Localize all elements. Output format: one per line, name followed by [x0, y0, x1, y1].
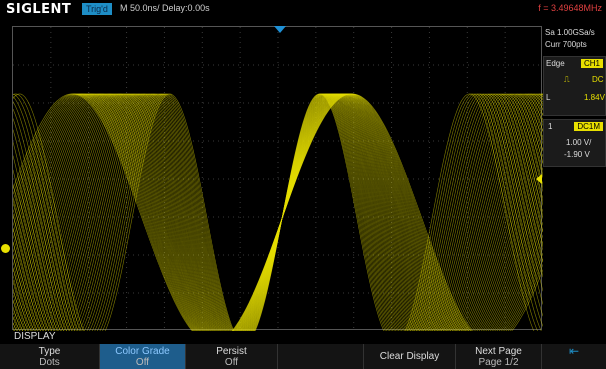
color-grade-softkey[interactable]: Color Grade Off [100, 344, 186, 369]
trigger-coupling: DC [592, 75, 604, 84]
frequency-readout: f = 3.49648MHz [538, 3, 602, 13]
trigger-position-icon[interactable] [274, 26, 286, 33]
timebase-value: M 50.0ns/ [120, 3, 160, 13]
waveform-display[interactable] [12, 26, 543, 331]
trigger-source: CH1 [580, 59, 603, 68]
return-softkey[interactable]: ⇤ [542, 344, 606, 369]
trigger-status-badge: Trig'd [82, 3, 112, 15]
next-page-softkey[interactable]: Next Page Page 1/2 [456, 344, 542, 369]
scope-grid [13, 27, 543, 331]
channel-1-marker-icon[interactable] [1, 244, 10, 253]
channel-coupling: DC1M [574, 122, 603, 131]
current-points: Curr 700pts [545, 40, 587, 49]
trigger-level-value: 1.84V [584, 93, 605, 102]
softkey-bar: Type Dots Color Grade Off Persist Off Cl… [0, 344, 606, 369]
empty-softkey[interactable] [278, 344, 364, 369]
trigger-type: Edge [546, 59, 565, 68]
rising-edge-icon: ⎍ [564, 75, 570, 84]
softkey-label: Next Page [475, 346, 522, 357]
softkey-label: Clear Display [379, 351, 440, 362]
volts-per-div: 1.00 V/ [566, 138, 592, 147]
trigger-level-label: L [546, 93, 551, 102]
channel-offset: -1.90 V [564, 150, 590, 159]
softkey-value: Off [224, 357, 239, 368]
persist-softkey[interactable]: Persist Off [186, 344, 278, 369]
softkey-value: Off [135, 357, 150, 368]
timebase-readout[interactable]: M 50.0ns/ Delay:0.00s [120, 3, 210, 13]
type-softkey[interactable]: Type Dots [0, 344, 100, 369]
top-status-bar: SIGLENT Trig'd M 50.0ns/ Delay:0.00s f =… [0, 0, 606, 18]
menu-title: DISPLAY [14, 331, 56, 342]
trigger-info-box[interactable]: Edge CH1 ⎍ DC L 1.84V [543, 56, 606, 116]
softkey-value: Page 1/2 [478, 357, 519, 368]
sample-rate: Sa 1.00GSa/s [545, 28, 595, 37]
clear-display-softkey[interactable]: Clear Display [364, 344, 456, 369]
waveform-trace [13, 93, 543, 331]
channel-info-box[interactable]: 1 DC1M 1.00 V/ -1.90 V [543, 119, 606, 167]
trigger-level-icon[interactable] [536, 174, 542, 184]
softkey-label: Color Grade [115, 346, 170, 357]
grid-lines [13, 27, 543, 331]
softkey-label: Persist [216, 346, 247, 357]
softkey-label: Type [38, 346, 61, 357]
info-side-panel: Sa 1.00GSa/s Curr 700pts Edge CH1 ⎍ DC L… [543, 26, 606, 330]
channel-number: 1 [548, 122, 553, 131]
delay-value: Delay:0.00s [162, 3, 210, 13]
softkey-value: Dots [39, 357, 60, 368]
return-icon: ⇤ [568, 344, 580, 358]
brand-logo: SIGLENT [6, 2, 72, 17]
